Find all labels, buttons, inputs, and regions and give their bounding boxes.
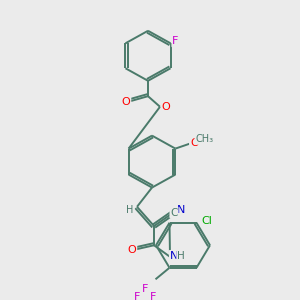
Text: F: F	[134, 292, 141, 300]
Text: O: O	[128, 245, 136, 255]
Text: O: O	[122, 97, 130, 107]
Text: F: F	[150, 292, 157, 300]
Text: N: N	[170, 251, 178, 261]
Text: CH₃: CH₃	[195, 134, 213, 144]
Text: F: F	[142, 284, 149, 294]
Text: O: O	[190, 138, 199, 148]
Text: F: F	[172, 36, 179, 46]
Text: C: C	[170, 208, 178, 218]
Text: O: O	[162, 102, 170, 112]
Text: Cl: Cl	[201, 216, 212, 226]
Text: H: H	[177, 251, 185, 261]
Text: N: N	[177, 205, 185, 215]
Text: H: H	[126, 205, 134, 215]
